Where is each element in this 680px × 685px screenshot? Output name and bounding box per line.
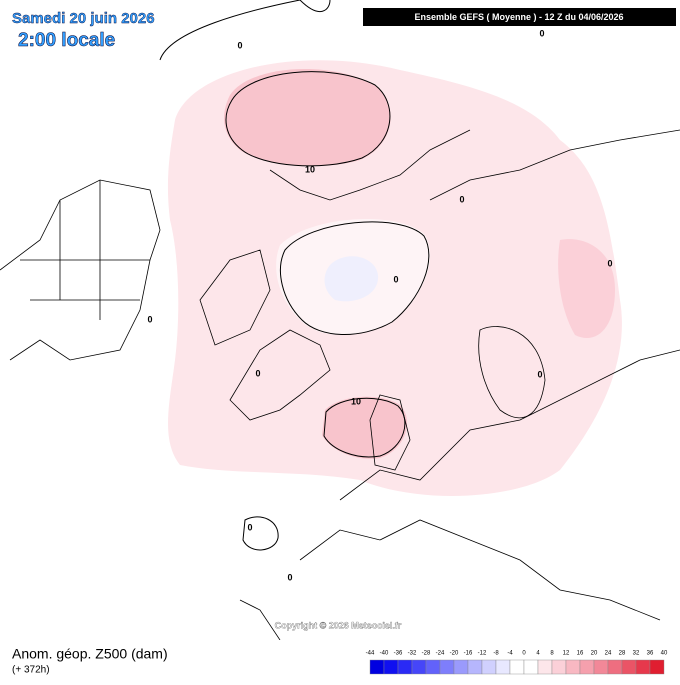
contour-label: 0 <box>539 28 544 38</box>
coastline <box>369 394 411 471</box>
legend-label: -8 <box>493 651 499 657</box>
contour-label: 0 <box>247 522 252 532</box>
legend-label: 28 <box>619 651 626 657</box>
anomaly-core <box>322 396 408 459</box>
title: Samedi 20 juin 2026 <box>12 10 155 27</box>
legend-label: -16 <box>464 651 473 657</box>
contour-label: 0 <box>459 194 464 204</box>
coastline <box>239 599 281 641</box>
contour-line <box>225 71 391 167</box>
legend-label: 24 <box>605 651 612 657</box>
coastline <box>269 129 471 201</box>
legend-label: 36 <box>647 651 654 657</box>
legend-swatch <box>509 659 525 675</box>
contour-label: 0 <box>537 369 542 379</box>
legend-label: 16 <box>577 651 584 657</box>
legend-label: -32 <box>408 651 417 657</box>
legend-swatch <box>425 659 441 675</box>
legend-label: 12 <box>563 651 570 657</box>
contour-line <box>323 397 406 458</box>
coastline <box>0 179 161 361</box>
legend-swatch <box>439 659 455 675</box>
legend-label: -24 <box>436 651 445 657</box>
legend-swatch <box>551 659 567 675</box>
legend-label: -20 <box>450 651 459 657</box>
contour-line <box>279 221 430 336</box>
legend-label: 0 <box>522 651 526 657</box>
legend-label: -12 <box>478 651 487 657</box>
legend-label: -28 <box>422 651 431 657</box>
anomaly-area <box>558 239 615 338</box>
contour-label: 0 <box>607 258 612 268</box>
contour-label: 0 <box>147 314 152 324</box>
field-name: Anom. géop. Z500 (dam) <box>12 646 168 662</box>
legend-swatch <box>635 659 651 675</box>
legend-label: 32 <box>633 651 640 657</box>
contour-label: 0 <box>255 368 260 378</box>
legend-swatch <box>495 659 511 675</box>
legend-label: 8 <box>550 651 554 657</box>
lead-time: (+ 372h) <box>12 665 50 676</box>
legend-swatch <box>523 659 539 675</box>
contour-label: 0 <box>287 572 292 582</box>
legend-swatch <box>593 659 609 675</box>
anomaly-core <box>224 68 391 167</box>
legend-swatch <box>481 659 497 675</box>
legend-swatch <box>649 659 665 675</box>
legend-label: -40 <box>380 651 389 657</box>
run-banner <box>363 8 676 26</box>
subtitle: 2:00 locale <box>18 30 115 51</box>
lake <box>478 326 546 419</box>
contour-labels: 0 10 0 0 0 10 0 0 0 0 0 0 <box>147 28 612 582</box>
legend-swatch <box>537 659 553 675</box>
coastline <box>199 249 271 346</box>
copyright: Copyright © 2026 Meteociel.fr <box>275 620 402 630</box>
legend-label: -4 <box>507 651 513 657</box>
contour-line <box>159 0 331 61</box>
color-legend: -44 -40 -36 -32 -28 -24 -20 -16 -12 -8 -4 0 4 8 12 16 20… <box>366 651 668 675</box>
run-info: Ensemble GEFS ( Moyenne ) - 12 Z du 04/0… <box>414 12 623 22</box>
legend-swatch <box>621 659 637 675</box>
contour-label: 10 <box>305 164 315 174</box>
legend-swatch <box>579 659 595 675</box>
legend-swatch <box>453 659 469 675</box>
legend-label: 4 <box>536 651 540 657</box>
legend-swatch <box>411 659 427 675</box>
legend-swatch <box>397 659 413 675</box>
legend-label: 40 <box>661 651 668 657</box>
coastline <box>429 129 680 201</box>
legend-swatch <box>383 659 399 675</box>
legend-label: -36 <box>394 651 403 657</box>
borders <box>20 180 150 320</box>
contour-line <box>242 516 279 551</box>
legend-label: -44 <box>366 651 375 657</box>
contour-label: 0 <box>393 274 398 284</box>
neutral-area <box>276 218 431 335</box>
contour-label: 10 <box>351 396 361 406</box>
coastline <box>299 519 661 621</box>
legend-swatch <box>607 659 623 675</box>
contour-label: 0 <box>237 40 242 50</box>
coastline <box>229 329 331 421</box>
legend-swatch <box>467 659 483 675</box>
coastline <box>339 349 680 501</box>
legend-swatch <box>369 659 385 675</box>
legend-swatch <box>565 659 581 675</box>
legend-label: 20 <box>591 651 598 657</box>
